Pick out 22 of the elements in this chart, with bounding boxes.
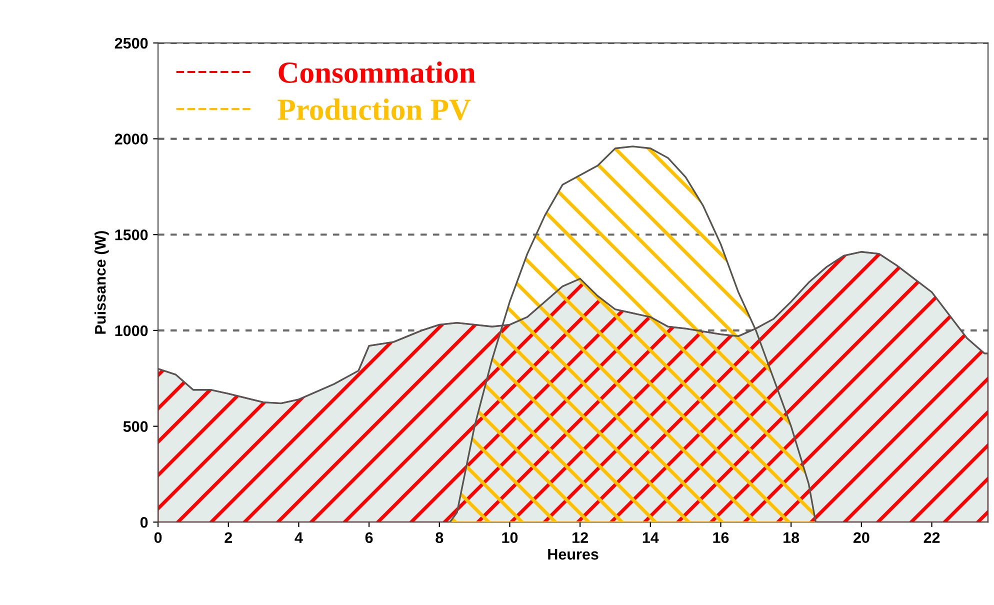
text: Consommation	[278, 61, 476, 83]
x-tick-label: 8	[436, 532, 444, 544]
x-tick-label: 12	[572, 532, 588, 543]
x-tick-label: 0	[154, 532, 162, 544]
x-tick-label: 18	[784, 532, 800, 544]
y-tick-label: 2500	[114, 38, 148, 49]
x-tick-label: 20	[853, 532, 870, 544]
y-axis-title: Puissance (W)	[94, 231, 109, 334]
y-tick-label: 500	[123, 421, 148, 432]
x-tick-label: 4	[294, 532, 303, 543]
y-tick-label: 0	[140, 516, 148, 528]
y-tick-label: 1000	[115, 325, 148, 336]
y-tick-label: 1500	[115, 229, 148, 240]
x-tick-label: 2	[224, 532, 232, 543]
x-tick-label: 22	[924, 532, 940, 543]
text: Production PV	[278, 98, 471, 120]
x-axis-title: Heures	[548, 549, 598, 560]
y-tick-label: 2000	[114, 134, 148, 144]
x-tick-label: 6	[365, 532, 373, 544]
x-tick-label: 16	[713, 532, 729, 544]
x-tick-label: 14	[642, 532, 659, 543]
x-tick-label: 10	[502, 532, 518, 544]
